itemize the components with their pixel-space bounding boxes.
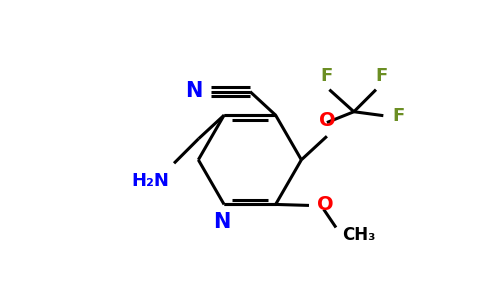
Text: O: O [317,195,333,214]
Text: CH₃: CH₃ [342,226,375,244]
Text: H₂N: H₂N [131,172,169,190]
Text: F: F [321,67,333,85]
Text: F: F [392,106,405,124]
Text: F: F [376,67,388,85]
Text: N: N [213,212,230,232]
Text: N: N [184,81,202,101]
Text: O: O [319,111,336,130]
